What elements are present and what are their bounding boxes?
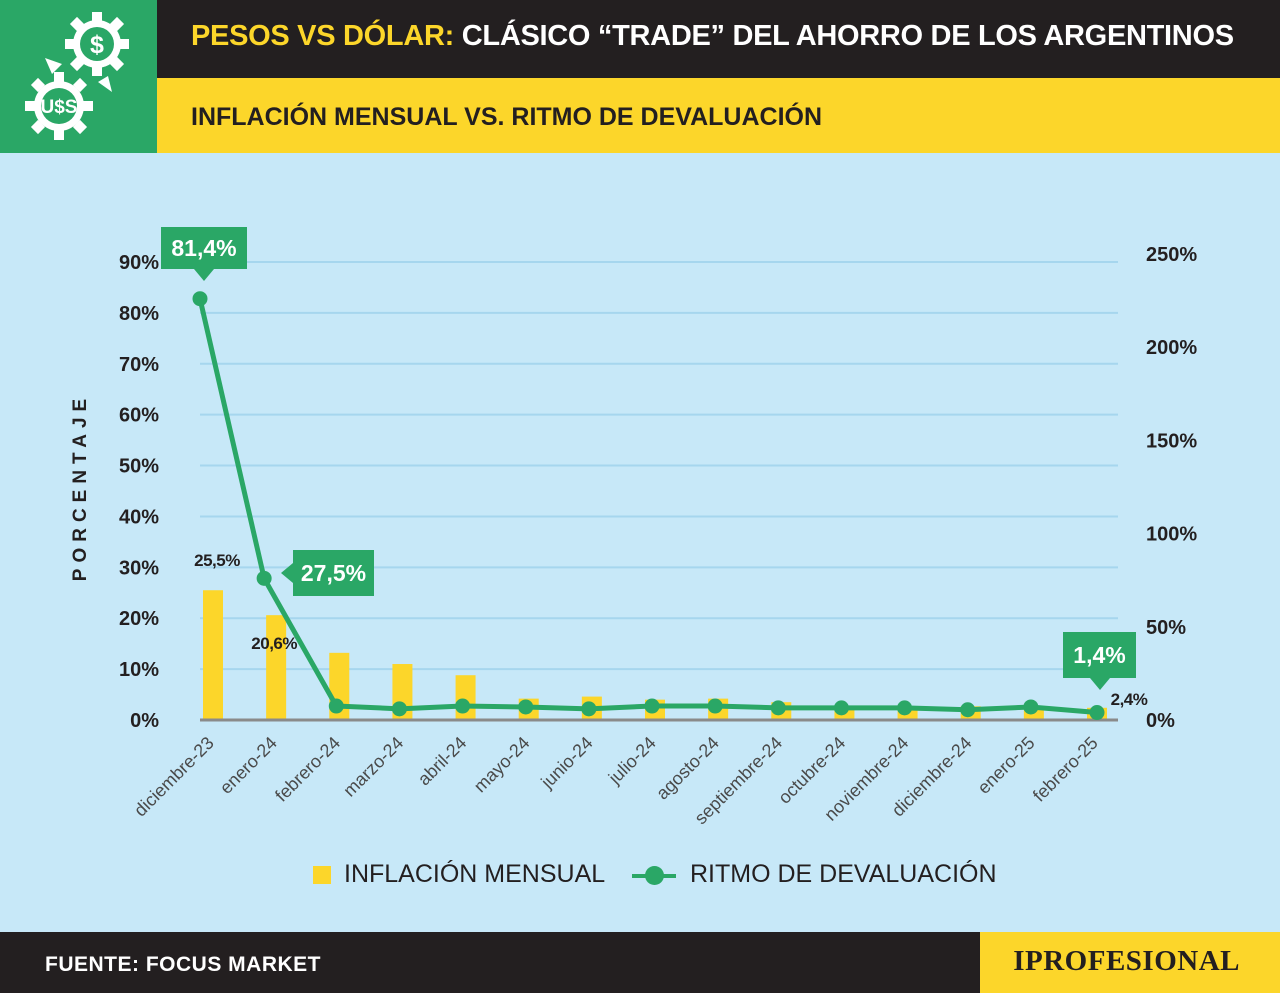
line-series [192,291,1105,721]
callout-pointer [281,563,293,583]
callouts: 81,4% 27,5% 1,4% [161,227,1136,690]
left-tick-label: 10% [119,659,159,681]
line-point [770,700,786,716]
callout-label: 1,4% [1073,642,1125,668]
right-tick-label: 0% [1146,710,1175,732]
legend: INFLACIÓN MENSUAL RITMO DE DEVALUACIÓN [0,860,1280,896]
chart: 0% 10% 20% 30% 40% 50% 60% 70% 80% 90% 0% 50% 100% 1… [119,227,1197,829]
brand-box: IPROFESIONAL [980,932,1280,993]
x-tick-label: diciembre-23 [130,733,218,821]
left-tick-label: 50% [119,456,159,478]
bar [1023,708,1044,720]
line-point [256,570,272,586]
right-tick-label: 150% [1146,430,1197,452]
line-point [644,698,660,714]
callout-box [161,227,247,269]
brand-logo: IPROFESIONAL [1013,945,1240,977]
title-bar: PESOS VS DÓLAR: CLÁSICO “TRADE” DEL AHOR… [157,0,1280,78]
footer: FUENTE: FOCUS MARKET IPROFESIONAL [0,932,1280,993]
callout-pointer [1090,678,1110,690]
right-axis: 0% 50% 100% 150% 200% 250% [1146,244,1197,732]
line-point [707,698,723,714]
line-point [328,698,344,714]
x-tick-label: mayo-24 [470,733,534,797]
left-tick-label: 0% [130,710,159,732]
bar-data-label: 2,4% [1111,690,1148,709]
bar [266,615,287,720]
bar [203,590,223,720]
callout-label: 81,4% [171,235,236,261]
x-tick-label: febrero-25 [1029,733,1102,806]
callout-pointer [194,269,214,281]
y-axis-title: PORCENTAJE [70,392,91,582]
page-title: PESOS VS DÓLAR: CLÁSICO “TRADE” DEL AHOR… [191,20,1234,53]
left-tick-label: 80% [119,303,159,325]
bar-labels: 25,5% 20,6% 2,4% [194,551,1148,709]
line-point [455,698,471,714]
x-tick-label: enero-25 [974,733,1039,798]
x-tick-label: enero-24 [216,733,281,798]
x-tick-label: febrero-24 [271,733,344,806]
header: $ U$S PESOS VS DÓLAR: CLÁSICO “TRADE” DE… [0,0,1280,153]
callout: 81,4% [161,227,247,281]
line-point [518,699,534,715]
bar-data-label: 25,5% [194,551,240,570]
legend-line-dot [645,866,664,885]
left-tick-label: 70% [119,354,159,376]
callout-box [1063,632,1136,678]
right-tick-label: 50% [1146,617,1186,639]
line-point [897,700,913,716]
x-tick-label: julio-24 [604,733,660,789]
bar-data-label: 20,6% [251,634,297,653]
callout-label: 27,5% [301,560,366,586]
x-tick-label: abril-24 [414,733,471,790]
left-tick-label: 30% [119,557,159,579]
source-note: FUENTE: FOCUS MARKET [45,953,321,976]
line-path [197,298,1098,716]
x-tick-label: marzo-24 [339,733,407,801]
left-axis: 0% 10% 20% 30% 40% 50% 60% 70% 80% 90% [119,252,159,732]
left-tick-label: 60% [119,405,159,427]
left-tick-label: 20% [119,608,159,630]
bar [455,675,476,720]
line-point [1089,705,1105,721]
title-rest: CLÁSICO “TRADE” DEL AHORRO DE LOS ARGENT… [454,20,1234,52]
currency-gears-icon: $ U$S [25,12,129,140]
legend-bar-swatch [313,866,331,884]
line-point [192,291,208,307]
right-tick-label: 200% [1146,337,1197,359]
right-tick-label: 100% [1146,524,1197,546]
usd-sign: U$S [41,97,78,118]
right-tick-label: 250% [1146,244,1197,266]
callout-box [293,550,374,596]
line-point [391,701,407,717]
callout: 27,5% [281,550,374,596]
grid [200,261,1118,671]
x-tick-label: junio-24 [537,733,597,793]
left-tick-label: 90% [119,252,159,274]
line-point [833,700,849,716]
legend-line-label: RITMO DE DEVALUACIÓN [690,860,997,888]
subtitle-bar: INFLACIÓN MENSUAL VS. RITMO DE DEVALUACI… [157,78,1280,153]
callout: 1,4% [1063,632,1136,690]
title-highlight: PESOS VS DÓLAR: [191,20,454,52]
logo-box: $ U$S [0,0,157,153]
line-point [581,701,597,717]
line-point [1023,699,1039,715]
legend-bar-label: INFLACIÓN MENSUAL [344,860,606,888]
left-tick-label: 40% [119,506,159,528]
dollar-sign: $ [90,31,104,59]
page-subtitle: INFLACIÓN MENSUAL VS. RITMO DE DEVALUACI… [191,103,823,131]
line-point [960,702,976,718]
